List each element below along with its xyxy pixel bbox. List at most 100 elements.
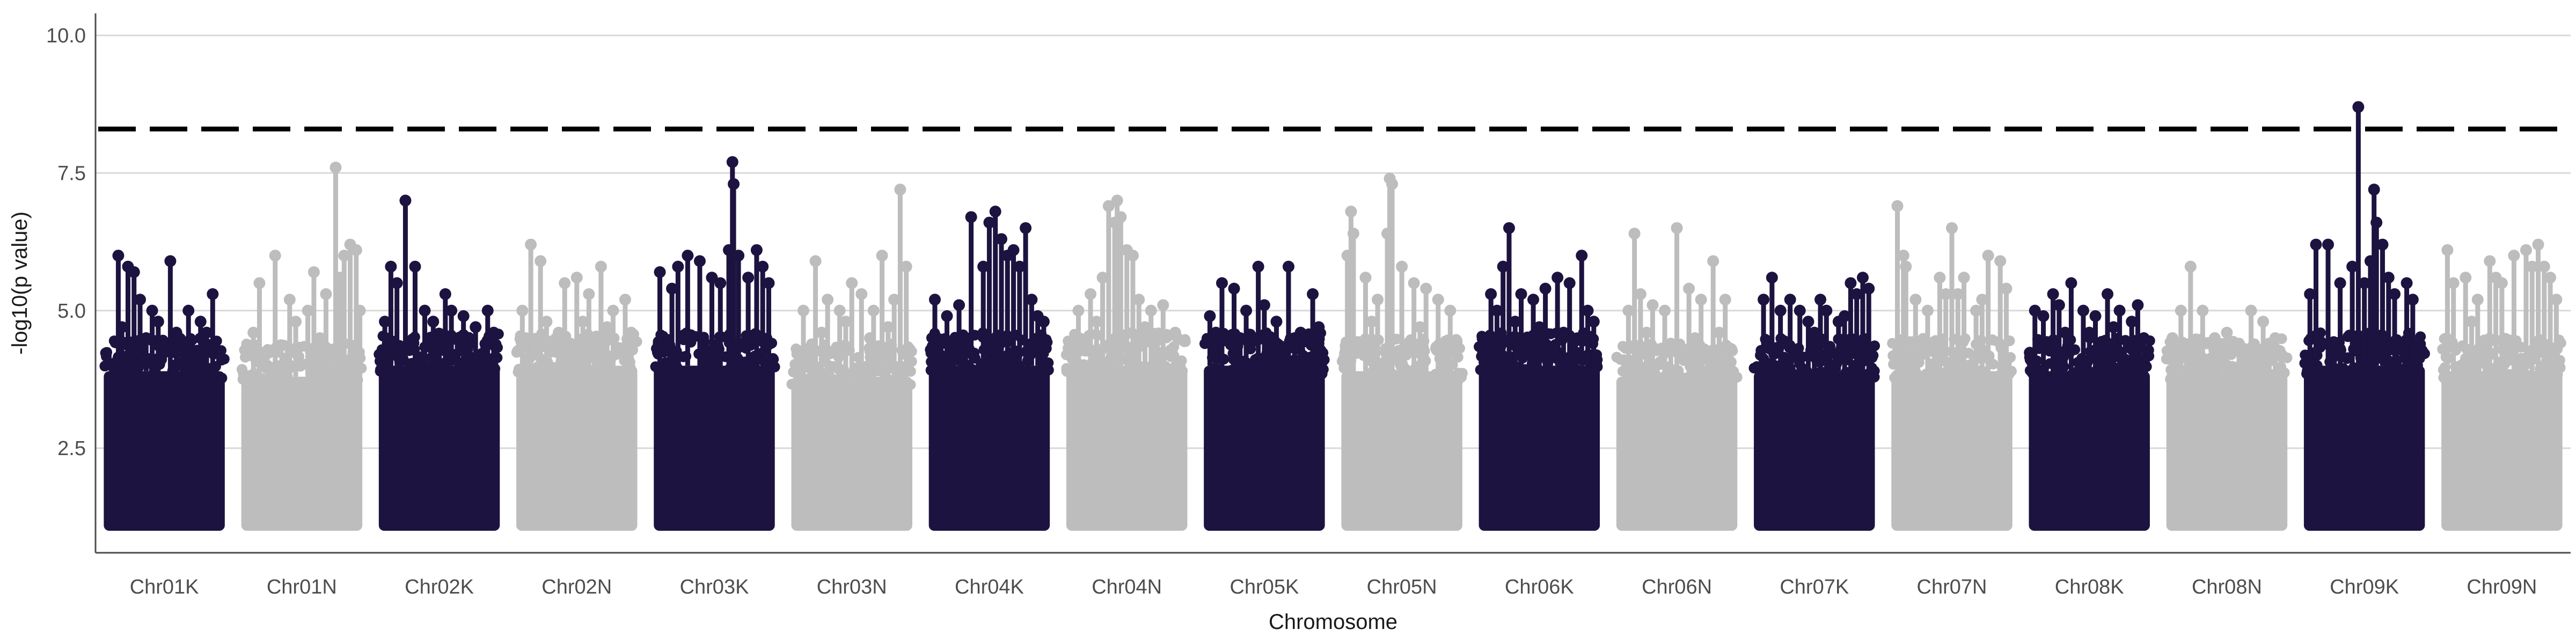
data-point <box>791 343 802 355</box>
peak-point <box>1946 222 1958 234</box>
data-point <box>1667 377 1679 389</box>
peak-point <box>1007 244 1020 256</box>
peak-point <box>900 260 912 273</box>
data-point <box>1414 372 1425 383</box>
peak-point <box>953 299 965 311</box>
peak-point <box>302 304 314 317</box>
x-tick-label: Chr03N <box>817 576 887 598</box>
y-axis-title: -log10(p value) <box>8 211 32 355</box>
data-point <box>2395 341 2406 352</box>
peak-point <box>2376 238 2389 251</box>
peak-point <box>1982 250 1994 262</box>
peak-point <box>350 244 362 256</box>
data-point <box>218 354 230 365</box>
data-point <box>282 375 294 386</box>
peak-point <box>1216 277 1228 289</box>
peak-point <box>2304 288 2316 301</box>
peak-point <box>757 260 769 273</box>
data-point <box>1452 335 1463 346</box>
peak-point <box>2059 326 2072 339</box>
peak-point <box>540 316 553 328</box>
peak-point <box>1719 294 1731 306</box>
peak-point <box>1102 200 1115 212</box>
data-point <box>1530 364 1541 376</box>
data-point <box>2552 369 2563 380</box>
data-point <box>687 367 699 378</box>
data-point <box>2402 366 2413 377</box>
peak-point <box>2406 294 2419 306</box>
peak-point <box>2382 272 2395 284</box>
peak-point <box>1372 294 1384 306</box>
dense-points <box>104 371 225 531</box>
x-tick-label: Chr02N <box>541 576 612 598</box>
peak-point <box>1204 310 1216 323</box>
dense-points <box>1204 365 1325 531</box>
peak-point <box>1126 250 1139 262</box>
peak-point <box>1970 304 1982 317</box>
peak-point <box>2029 304 2041 317</box>
peak-point <box>1934 272 1946 284</box>
data-point <box>1101 367 1113 378</box>
peak-point <box>1020 222 1032 234</box>
peak-point <box>2208 332 2221 345</box>
peak-point <box>1037 316 1050 328</box>
y-tick-labels: 2.5 5.0 7.5 10.0 <box>46 25 86 460</box>
peak-point <box>1766 272 1778 284</box>
peak-point <box>2460 272 2472 284</box>
peak-point <box>1264 338 1277 350</box>
data-point <box>850 379 861 390</box>
peak-point <box>2257 316 2270 328</box>
peak-point <box>619 294 631 306</box>
data-point <box>593 365 604 376</box>
data-point <box>216 372 228 384</box>
x-tick-label: Chr01K <box>130 576 199 598</box>
peak-point <box>116 321 128 333</box>
peak-point <box>1713 326 1725 339</box>
peak-point <box>2107 321 2120 333</box>
data-point <box>2505 369 2516 380</box>
peak-point <box>867 304 880 317</box>
dense-points <box>2166 371 2288 531</box>
peak-point <box>2526 260 2538 273</box>
peak-point <box>2346 260 2359 273</box>
peak-point <box>1891 200 1904 212</box>
data-point <box>2479 352 2490 363</box>
data-point <box>1430 368 1441 379</box>
y-tick-label: 10.0 <box>46 25 86 47</box>
peak-point <box>269 250 281 262</box>
peak-point <box>1527 294 1540 306</box>
chromosome-group-chr08k <box>2024 277 2155 531</box>
data-point <box>958 357 970 369</box>
peak-point <box>1157 299 1169 311</box>
peak-point <box>2197 304 2209 317</box>
data-point <box>2341 353 2353 364</box>
peak-point <box>283 294 296 306</box>
data-point <box>2251 344 2263 355</box>
peak-point <box>822 294 834 306</box>
peak-point <box>391 277 403 289</box>
peak-point <box>1432 294 1444 306</box>
data-point <box>326 378 337 390</box>
peak-point <box>559 277 571 289</box>
data-points <box>99 101 2566 531</box>
peak-point <box>1386 178 1399 190</box>
peak-point <box>1515 288 1527 301</box>
peak-point <box>354 304 366 317</box>
peak-point <box>1258 299 1270 311</box>
y-tick-label: 5.0 <box>57 300 86 323</box>
data-point <box>2346 365 2358 377</box>
peak-point <box>1169 326 1181 339</box>
peak-point <box>1839 310 1851 323</box>
data-point <box>106 360 117 371</box>
peak-point <box>525 238 537 251</box>
x-tick-label: Chr08N <box>2192 576 2262 598</box>
peak-point <box>128 266 140 278</box>
data-point <box>236 364 247 375</box>
peak-point <box>2544 272 2557 284</box>
peak-point <box>338 250 350 262</box>
data-point <box>1611 352 1622 363</box>
peak-point <box>2065 277 2077 289</box>
chromosome-group-chr04k <box>925 206 1054 531</box>
data-point <box>2539 372 2550 384</box>
peak-point <box>1557 326 1570 339</box>
